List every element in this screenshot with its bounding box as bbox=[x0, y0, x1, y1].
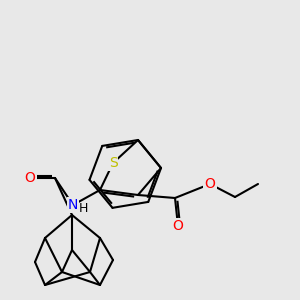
Text: S: S bbox=[109, 156, 117, 170]
Text: H: H bbox=[79, 202, 88, 214]
Text: O: O bbox=[25, 171, 35, 185]
Text: O: O bbox=[172, 219, 183, 233]
Text: O: O bbox=[205, 177, 215, 191]
Text: N: N bbox=[68, 198, 78, 212]
